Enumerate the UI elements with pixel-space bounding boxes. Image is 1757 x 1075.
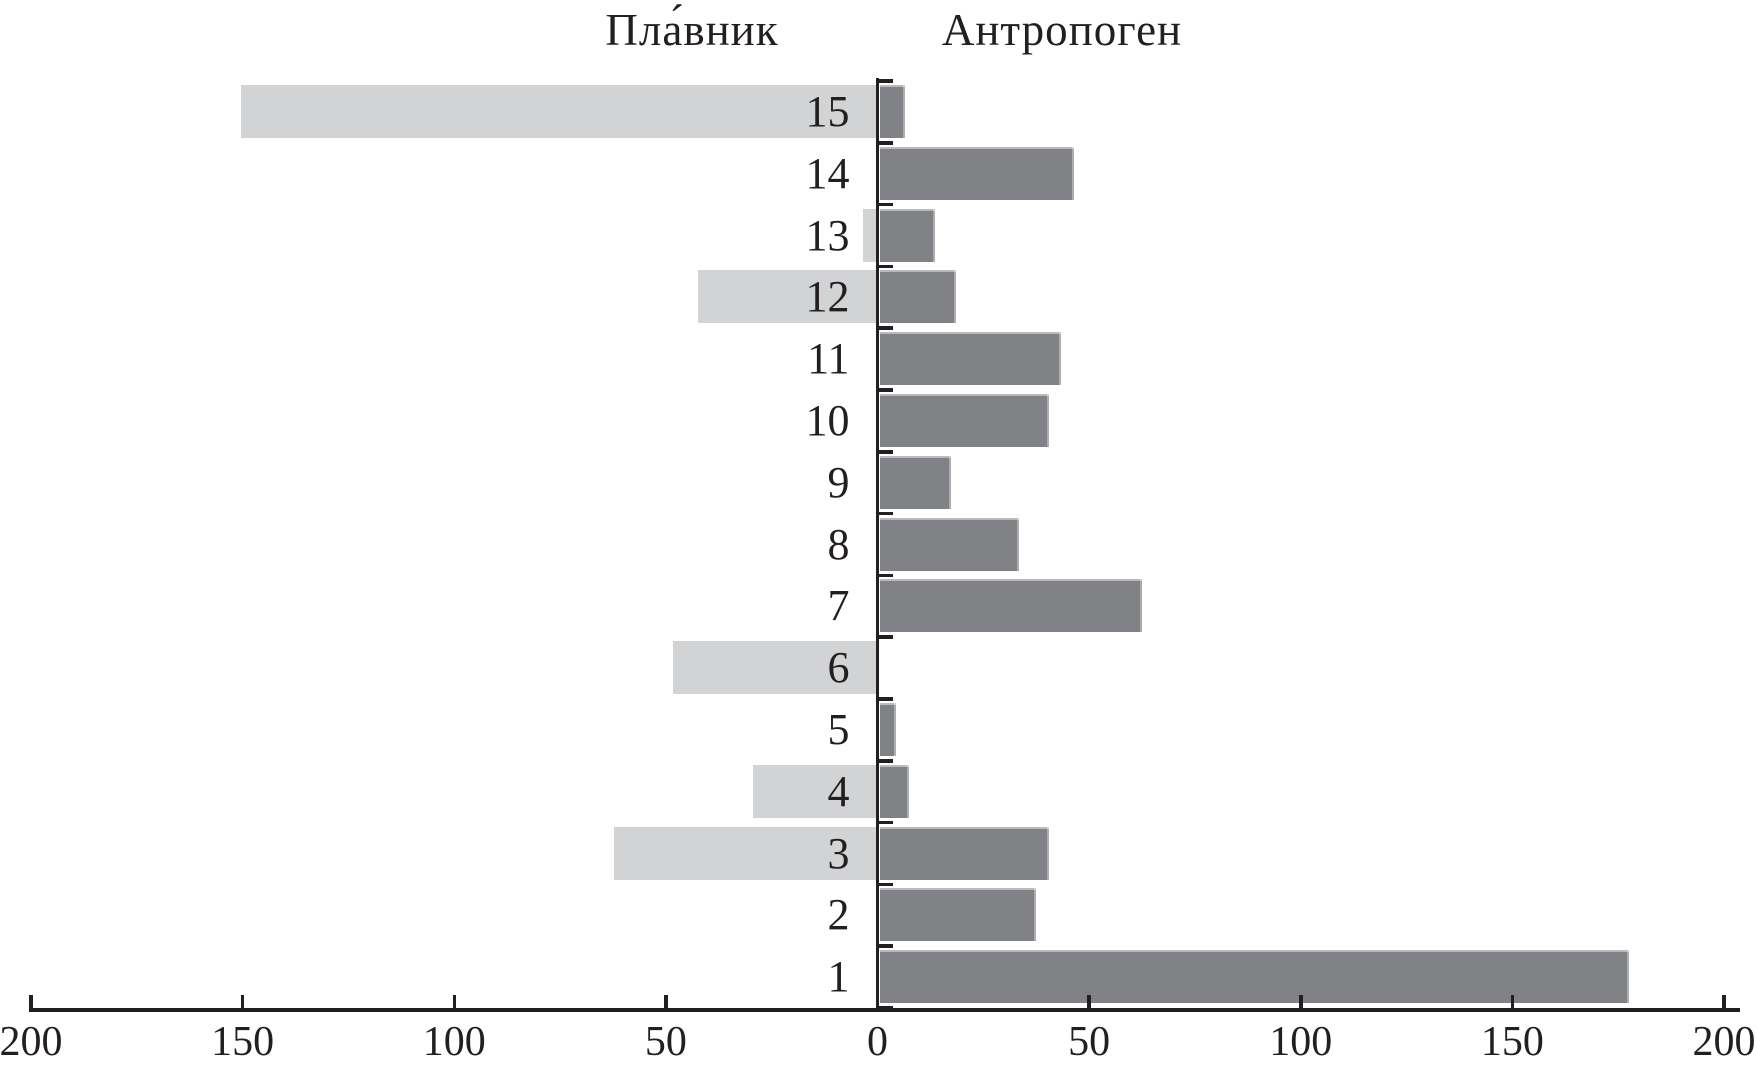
y-axis-tick xyxy=(877,202,893,207)
x-axis-tick xyxy=(29,995,33,1012)
bar-antropogen-2 xyxy=(879,888,1037,942)
bar-plavnik-15 xyxy=(241,85,876,138)
series-title-antropogen: Антропоген xyxy=(941,5,1183,55)
bar-plavnik-4 xyxy=(753,764,876,818)
y-axis-tick xyxy=(877,759,893,763)
category-label-13: 13 xyxy=(805,210,850,260)
y-axis-tick xyxy=(877,573,893,578)
category-label-5: 5 xyxy=(827,705,850,754)
category-label-4: 4 xyxy=(827,766,850,816)
x-axis-label: 200 xyxy=(0,1019,63,1065)
category-label-1: 1 xyxy=(827,952,850,1002)
bar-antropogen-12 xyxy=(879,270,956,324)
bar-antropogen-13 xyxy=(879,208,935,262)
y-axis-tick xyxy=(877,820,893,825)
y-axis-tick xyxy=(877,882,893,887)
x-axis-tick xyxy=(1510,995,1515,1012)
category-label-9: 9 xyxy=(827,457,850,507)
x-axis-line xyxy=(29,1008,1740,1012)
y-axis-line xyxy=(875,78,880,1012)
x-axis-label: 150 xyxy=(1480,1019,1544,1065)
y-axis-tick xyxy=(877,141,893,145)
x-axis-tick xyxy=(1087,995,1091,1012)
bar-plavnik-6 xyxy=(672,641,876,695)
category-label-15: 15 xyxy=(805,87,850,136)
bar-antropogen-1 xyxy=(879,950,1629,1004)
x-axis-label: 100 xyxy=(422,1019,486,1065)
y-axis-tick xyxy=(877,511,893,516)
bar-plavnik-12 xyxy=(698,270,876,324)
bar-antropogen-3 xyxy=(879,826,1049,880)
category-label-3: 3 xyxy=(827,828,850,878)
bar-antropogen-5 xyxy=(879,703,897,756)
category-label-8: 8 xyxy=(827,519,850,569)
y-axis-tick xyxy=(877,944,893,948)
y-axis-tick xyxy=(877,635,893,639)
bar-plavnik-3 xyxy=(613,826,876,880)
y-axis-tick xyxy=(877,450,893,454)
category-label-14: 14 xyxy=(805,148,850,198)
bar-antropogen-8 xyxy=(879,517,1020,571)
category-label-2: 2 xyxy=(827,890,850,940)
series-title-plavnik: Пла́вник xyxy=(605,5,779,55)
x-axis-tick xyxy=(240,995,245,1012)
x-axis-tick xyxy=(1722,995,1726,1012)
category-label-10: 10 xyxy=(805,396,850,445)
y-axis-tick xyxy=(877,79,893,83)
x-axis-tick xyxy=(1299,995,1303,1012)
y-axis-tick xyxy=(877,697,893,701)
x-axis-label: 100 xyxy=(1269,1019,1333,1065)
y-axis-tick xyxy=(877,264,893,269)
bar-antropogen-14 xyxy=(879,146,1075,200)
bar-antropogen-11 xyxy=(879,332,1062,386)
y-axis-tick xyxy=(877,388,893,392)
x-axis-tick xyxy=(664,995,668,1012)
x-axis-tick xyxy=(875,995,880,1012)
bar-antropogen-4 xyxy=(879,764,910,818)
bar-antropogen-7 xyxy=(879,579,1142,633)
x-axis-label: 200 xyxy=(1692,1019,1756,1065)
bar-plavnik-13 xyxy=(863,208,876,262)
x-axis-label: 0 xyxy=(867,1019,888,1065)
y-axis-tick xyxy=(877,326,893,330)
category-label-7: 7 xyxy=(827,581,850,631)
bar-antropogen-9 xyxy=(879,455,952,509)
x-axis-label: 150 xyxy=(211,1019,275,1065)
x-axis-tick xyxy=(452,995,456,1012)
bar-antropogen-10 xyxy=(879,394,1049,447)
category-label-6: 6 xyxy=(827,643,850,693)
bar-antropogen-15 xyxy=(879,85,905,138)
category-label-11: 11 xyxy=(807,334,850,384)
x-axis-label: 50 xyxy=(644,1019,687,1065)
category-label-12: 12 xyxy=(805,272,850,322)
x-axis-label: 50 xyxy=(1068,1019,1111,1065)
